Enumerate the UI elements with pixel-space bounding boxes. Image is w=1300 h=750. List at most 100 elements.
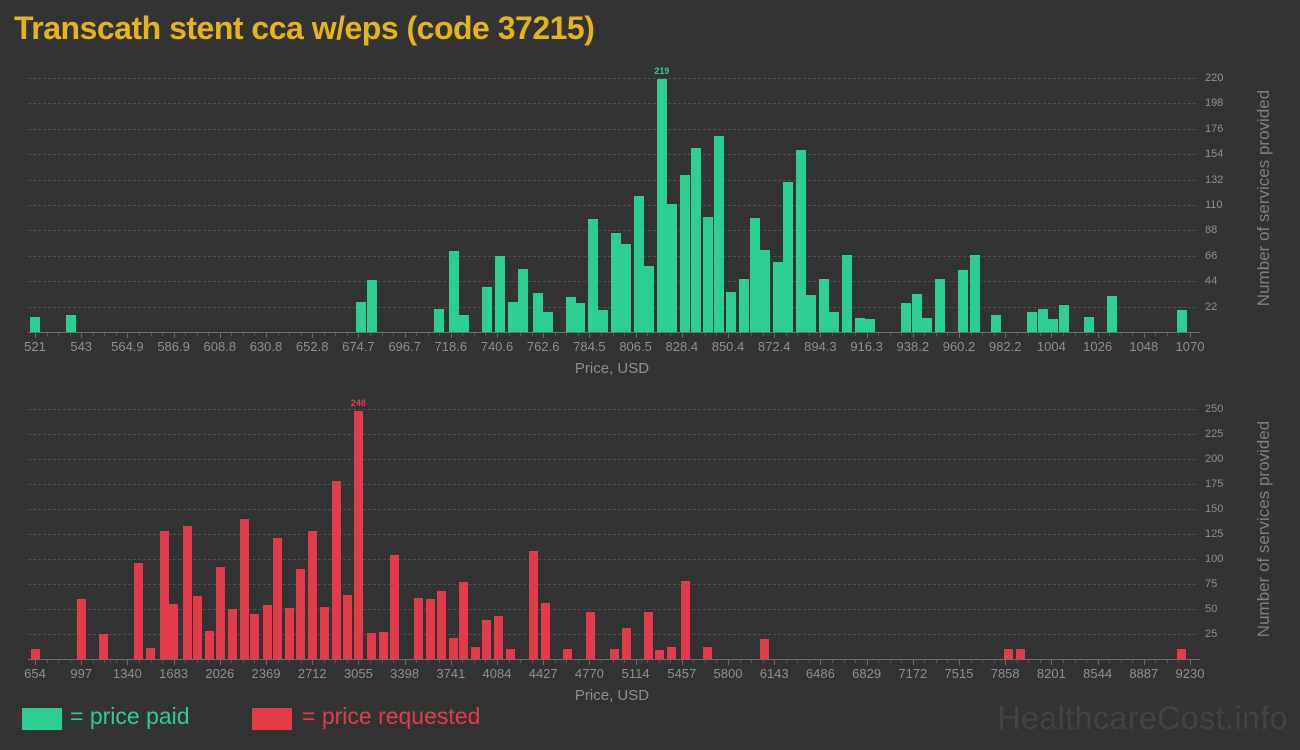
price_requested-bar[interactable] <box>448 638 458 659</box>
price_requested-bar[interactable] <box>193 596 203 659</box>
price_paid-bar[interactable] <box>494 255 505 332</box>
price_paid-bar[interactable] <box>1084 316 1095 332</box>
price_paid-bar[interactable] <box>532 292 543 332</box>
price_paid-bar[interactable] <box>957 269 968 332</box>
price_requested-bar[interactable] <box>76 599 86 659</box>
price_paid-bar[interactable] <box>482 286 493 332</box>
price_paid-bar[interactable] <box>448 251 459 332</box>
price_requested-bar[interactable] <box>482 620 492 659</box>
price_paid-bar[interactable] <box>1107 296 1118 332</box>
price_paid-bar[interactable] <box>760 250 771 332</box>
price_paid-bar[interactable] <box>656 79 667 332</box>
price_requested-bar[interactable] <box>353 411 363 659</box>
price_paid-bar[interactable] <box>818 278 829 332</box>
price_paid-bar[interactable] <box>1037 308 1048 332</box>
price_requested-bar[interactable] <box>681 581 691 659</box>
price_requested-bar[interactable] <box>1177 649 1187 659</box>
price_requested-bar[interactable] <box>250 614 260 659</box>
price_paid-bar[interactable] <box>713 135 724 332</box>
price_paid-bar[interactable] <box>749 217 760 332</box>
price_paid-bar[interactable] <box>806 295 817 332</box>
price_paid-bar[interactable] <box>772 261 783 332</box>
price_requested-bar[interactable] <box>528 551 538 659</box>
price_requested-bar[interactable] <box>169 604 179 659</box>
price_paid-bar[interactable] <box>644 266 655 332</box>
price_paid-bar[interactable] <box>680 174 691 332</box>
price_paid-bar[interactable] <box>783 181 794 332</box>
price_paid-bar[interactable] <box>829 312 840 332</box>
price_requested-bar[interactable] <box>436 591 446 659</box>
price_requested-bar[interactable] <box>308 531 318 659</box>
price_requested-bar[interactable] <box>540 603 550 659</box>
price_requested-bar[interactable] <box>182 526 192 659</box>
price_requested-bar[interactable] <box>644 612 654 659</box>
price_requested-bar[interactable] <box>655 650 665 659</box>
price_requested-bar[interactable] <box>586 612 596 659</box>
price_paid-bar[interactable] <box>366 280 377 332</box>
price_requested-bar[interactable] <box>378 632 388 659</box>
price_paid-bar[interactable] <box>934 278 945 332</box>
price_paid-bar[interactable] <box>738 278 749 332</box>
price_paid-bar[interactable] <box>574 303 585 332</box>
price_requested-bar[interactable] <box>239 519 249 659</box>
price_requested-bar[interactable] <box>390 555 400 659</box>
price_paid-bar[interactable] <box>842 254 853 332</box>
price_paid-bar[interactable] <box>610 232 621 332</box>
price_paid-bar[interactable] <box>667 203 678 332</box>
price_requested-bar[interactable] <box>471 647 481 659</box>
price_requested-bar[interactable] <box>610 649 620 659</box>
price_requested-bar[interactable] <box>145 648 155 659</box>
price_requested-bar[interactable] <box>459 582 469 659</box>
price_requested-bar[interactable] <box>159 531 169 659</box>
price_paid-bar[interactable] <box>433 308 444 332</box>
price_requested-bar[interactable] <box>296 569 306 659</box>
price_paid-bar[interactable] <box>690 148 701 332</box>
price_requested-bar[interactable] <box>285 608 295 659</box>
price_paid-bar[interactable] <box>1048 319 1059 332</box>
price_paid-bar[interactable] <box>922 318 933 332</box>
price_paid-bar[interactable] <box>1058 305 1069 332</box>
price_paid-bar[interactable] <box>598 310 609 332</box>
price_requested-bar[interactable] <box>227 609 237 659</box>
price_paid-bar[interactable] <box>30 316 40 332</box>
price_paid-bar[interactable] <box>854 318 865 332</box>
price_requested-bar[interactable] <box>319 607 329 659</box>
price_paid-bar[interactable] <box>507 301 518 332</box>
price_paid-bar[interactable] <box>970 254 981 332</box>
price_paid-bar[interactable] <box>726 291 737 332</box>
price_paid-bar[interactable] <box>703 216 714 332</box>
price_requested-bar[interactable] <box>667 647 677 659</box>
price_paid-bar[interactable] <box>795 149 806 332</box>
price_requested-bar[interactable] <box>99 634 109 659</box>
price_requested-bar[interactable] <box>1016 649 1026 659</box>
price_requested-bar[interactable] <box>494 616 504 659</box>
price_requested-bar[interactable] <box>343 595 353 659</box>
price_paid-bar[interactable] <box>621 244 632 332</box>
price_paid-bar[interactable] <box>566 297 577 332</box>
price_requested-bar[interactable] <box>413 598 423 659</box>
price_paid-bar[interactable] <box>1176 310 1187 332</box>
price_paid-bar[interactable] <box>633 195 644 332</box>
price_requested-bar[interactable] <box>273 538 283 659</box>
price_paid-bar[interactable] <box>865 319 876 332</box>
price_requested-bar[interactable] <box>703 647 713 659</box>
price_requested-bar[interactable] <box>506 649 516 659</box>
price_paid-bar[interactable] <box>911 293 922 332</box>
price_paid-bar[interactable] <box>587 218 598 332</box>
price_paid-bar[interactable] <box>1027 312 1038 332</box>
price_paid-bar[interactable] <box>543 312 554 332</box>
price_paid-bar[interactable] <box>991 314 1002 332</box>
price_requested-bar[interactable] <box>622 628 632 659</box>
price_requested-bar[interactable] <box>331 481 341 659</box>
price_requested-bar[interactable] <box>425 599 435 659</box>
price_requested-bar[interactable] <box>216 567 226 659</box>
price_requested-bar[interactable] <box>1004 649 1014 659</box>
price_requested-bar[interactable] <box>262 605 272 659</box>
price_requested-bar[interactable] <box>563 649 573 659</box>
price_requested-bar[interactable] <box>760 639 770 659</box>
price_paid-bar[interactable] <box>459 314 470 332</box>
price_requested-bar[interactable] <box>30 649 40 659</box>
price_paid-bar[interactable] <box>900 303 911 332</box>
price_requested-bar[interactable] <box>367 633 377 659</box>
price_paid-bar[interactable] <box>65 314 76 332</box>
